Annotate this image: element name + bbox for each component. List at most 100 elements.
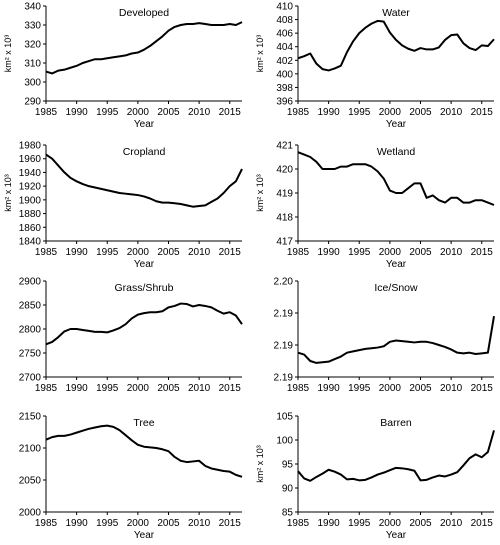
chart-water-y-tick-label: 396 (276, 97, 293, 108)
chart-barren: 85 90 95 100 105 1985 1990 1995 2000 2005 2010 2015… (255, 412, 495, 541)
chart-water-y-tick-label: 408 (276, 15, 293, 26)
chart-developed-x-tick-label: 2000 (127, 107, 150, 118)
chart-wetland-y-tick-label: 418 (276, 213, 293, 224)
chart-tree-x-tick-label: 2000 (127, 518, 150, 529)
chart-cropland-x-tick-label: 2015 (219, 247, 242, 258)
chart-tree-y-tick-label: 2000 (19, 508, 42, 519)
chart-ice-snow-x-tick-label: 1985 (287, 383, 310, 394)
chart-cropland-y-tick-label: 1940 (19, 168, 42, 179)
chart-developed-y-tick-label: 290 (24, 97, 41, 108)
chart-barren-y-tick-label: 85 (282, 508, 294, 519)
chart-barren-x-tick-label: 1990 (318, 518, 341, 529)
chart-developed-y-tick-label: 320 (24, 40, 41, 51)
chart-barren-x-tick-label: 1995 (348, 518, 371, 529)
chart-ice-snow-x-tick-label: 2010 (440, 383, 463, 394)
chart-grass-shrub: 2700 2750 2800 2850 2900 1985 1990 1995 2000 2005… (19, 277, 243, 394)
chart-tree: 2000 2050 2100 2150 1985 1990 1995 2000 2005 2010… (19, 412, 243, 541)
chart-barren-x-tick-label: 2015 (471, 518, 494, 529)
chart-grass-shrub-series-line (45, 302, 243, 346)
chart-water-x-tick-label: 1985 (287, 107, 310, 118)
chart-cropland-y-axis-label: km² x 10³ (3, 174, 13, 212)
chart-water-y-tick-label: 404 (276, 42, 293, 53)
chart-ice-snow-y-tick-label: 2.19 (274, 373, 294, 384)
chart-tree-y-tick-label: 2100 (19, 444, 42, 455)
chart-barren-x-tick-label: 2000 (379, 518, 402, 529)
chart-developed-title: Developed (119, 7, 169, 19)
chart-wetland-y-axis-label: km² x 10³ (255, 174, 265, 212)
chart-water-y-tick-label: 402 (276, 56, 293, 67)
chart-wetland-x-tick-label: 2010 (440, 247, 463, 258)
chart-tree-y-tick-label: 2150 (19, 412, 42, 423)
chart-ice-snow-x-tick-label: 2015 (471, 383, 494, 394)
chart-tree-series-line (45, 424, 243, 478)
chart-wetland-x-tick-label: 1995 (348, 247, 371, 258)
chart-wetland-x-axis-label: Year (386, 259, 407, 270)
chart-water-y-tick-label: 410 (276, 2, 293, 13)
chart-cropland-y-tick-label: 1920 (19, 182, 42, 193)
chart-water-x-tick-label: 2005 (409, 107, 432, 118)
chart-cropland-x-tick-label: 2010 (188, 247, 211, 258)
chart-developed-x-tick-label: 2010 (188, 107, 211, 118)
chart-water-title: Water (382, 7, 410, 19)
chart-ice-snow: 2.19 2.19 2.19 2.20 1985 1990 1995 2000 2005 2010… (274, 277, 495, 394)
chart-water-y-axis-label: km² x 10³ (255, 35, 265, 73)
chart-grass-shrub-y-tick-label: 2900 (19, 277, 42, 288)
chart-water-y-tick-label: 398 (276, 83, 293, 94)
chart-water: 396 398 400 402 404 406 408 410 1985 1990 1995 2000… (255, 2, 495, 130)
chart-barren-series-line (297, 430, 495, 482)
chart-ice-snow-x-tick-label: 1995 (348, 383, 371, 394)
chart-water-x-tick-label: 2010 (440, 107, 463, 118)
chart-barren-y-tick-label: 90 (282, 484, 294, 495)
chart-barren-y-tick-label: 95 (282, 460, 294, 471)
chart-barren-y-tick-label: 100 (276, 436, 293, 447)
chart-barren-x-tick-label: 2010 (440, 518, 463, 529)
chart-developed-y-tick-label: 300 (24, 78, 41, 89)
chart-ice-snow-series-line (297, 316, 495, 364)
chart-wetland-x-tick-label: 2005 (409, 247, 432, 258)
chart-developed-x-tick-label: 1990 (66, 107, 89, 118)
chart-tree-x-tick-label: 2005 (157, 518, 180, 529)
chart-wetland: 417 418 419 420 421 1985 1990 1995 2000 2005 2010 2… (255, 141, 495, 270)
chart-water-x-axis-label: Year (386, 119, 407, 130)
chart-water-y-tick-label: 406 (276, 29, 293, 40)
chart-cropland-y-tick-label: 1860 (19, 223, 42, 234)
chart-grass-shrub-x-tick-label: 2010 (188, 383, 211, 394)
chart-cropland-x-tick-label: 1990 (66, 247, 89, 258)
chart-developed-x-tick-label: 1985 (35, 107, 58, 118)
chart-cropland-x-tick-label: 1995 (96, 247, 119, 258)
chart-tree-x-tick-label: 2015 (219, 518, 242, 529)
chart-tree-x-tick-label: 1995 (96, 518, 119, 529)
chart-cropland-series-line (45, 153, 243, 208)
chart-grass-shrub-y-tick-label: 2850 (19, 301, 42, 312)
chart-wetland-x-tick-label: 1985 (287, 247, 310, 258)
chart-developed: 290 300 310 320 330 340 1985 1990 1995 2000 2005 20… (3, 2, 243, 130)
chart-ice-snow-x-tick-label: 2005 (409, 383, 432, 394)
chart-wetland-title: Wetland (377, 146, 415, 158)
chart-ice-snow-y-tick-label: 2.19 (274, 309, 294, 320)
chart-cropland-title: Cropland (123, 146, 166, 158)
chart-wetland-y-tick-label: 421 (276, 141, 293, 152)
chart-tree-x-tick-label: 1990 (66, 518, 89, 529)
chart-grass-shrub-x-tick-label: 2015 (219, 383, 242, 394)
chart-grass-shrub-y-tick-label: 2750 (19, 349, 42, 360)
chart-water-x-tick-label: 1995 (348, 107, 371, 118)
chart-tree-x-axis-label: Year (134, 530, 155, 540)
chart-water-series-line (297, 19, 495, 72)
chart-grass-shrub-x-tick-label: 2000 (127, 383, 150, 394)
chart-ice-snow-title: Ice/Snow (374, 282, 418, 294)
chart-cropland-x-axis-label: Year (134, 259, 155, 270)
chart-cropland-x-tick-label: 1985 (35, 247, 58, 258)
chart-grass-shrub-title: Grass/Shrub (115, 282, 174, 294)
chart-wetland-y-tick-label: 420 (276, 165, 293, 176)
chart-cropland-x-tick-label: 2005 (157, 247, 180, 258)
chart-ice-snow-y-tick-label: 2.20 (274, 277, 294, 288)
chart-cropland-y-tick-label: 1980 (19, 141, 42, 152)
chart-ice-snow-x-tick-label: 1990 (318, 383, 341, 394)
chart-water-x-tick-label: 2000 (379, 107, 402, 118)
chart-developed-x-tick-label: 1995 (96, 107, 119, 118)
chart-cropland-y-tick-label: 1880 (19, 209, 42, 220)
chart-barren-title: Barren (380, 417, 412, 429)
chart-grass-shrub-x-tick-label: 1985 (35, 383, 58, 394)
chart-grass-shrub-x-tick-label: 1995 (96, 383, 119, 394)
